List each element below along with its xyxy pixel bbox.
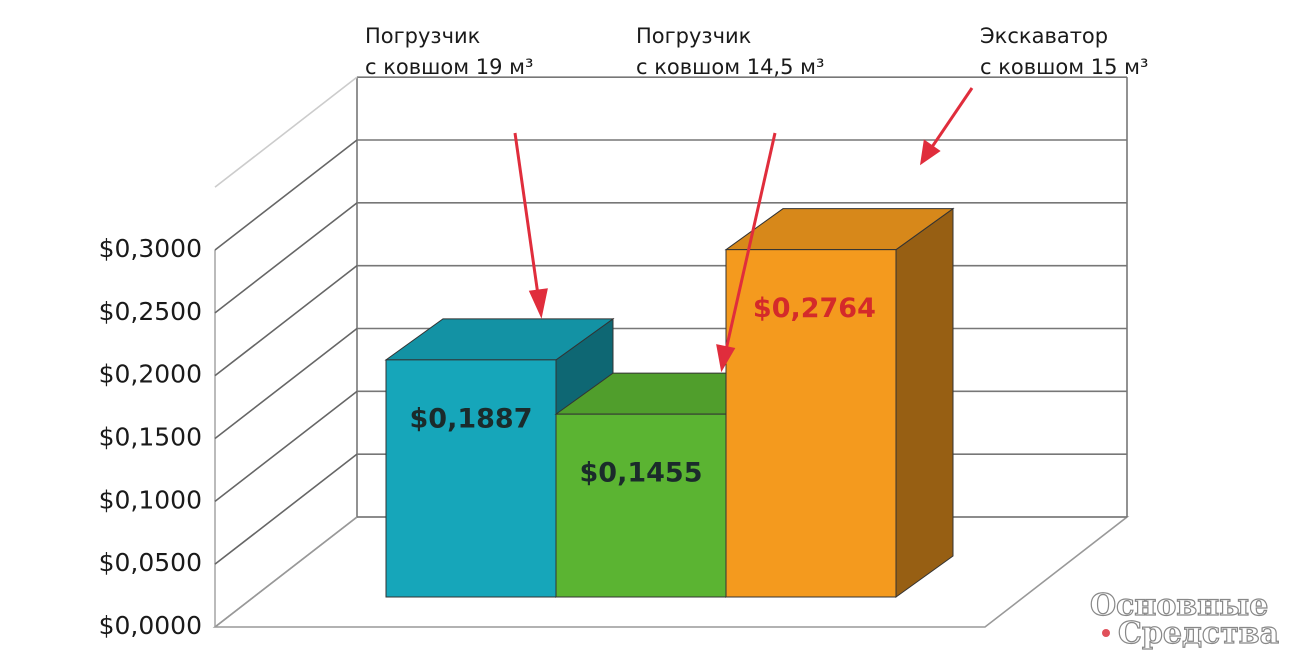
category-label: Погрузчик с ковшом 19 м³ xyxy=(365,24,533,79)
y-tick-label: $0,2000 xyxy=(99,360,202,389)
grid-line xyxy=(214,390,358,502)
arrows xyxy=(513,87,974,373)
arrow xyxy=(513,132,540,296)
watermark-dot xyxy=(1102,629,1110,637)
arrow xyxy=(930,87,974,148)
bar xyxy=(385,359,557,598)
arrow-head xyxy=(716,344,736,373)
watermark: Основные Средства xyxy=(1090,588,1279,651)
grid-line xyxy=(214,516,358,628)
grid-line xyxy=(214,265,358,377)
y-tick-label: $0,2500 xyxy=(99,297,202,326)
bar xyxy=(555,413,727,598)
arrow-head xyxy=(528,288,548,319)
y-tick-label: $0,1000 xyxy=(99,485,202,514)
value-label: $0,1887 xyxy=(410,403,533,434)
arrow-head xyxy=(920,139,941,166)
category-label: Погрузчик с ковшом 14,5 м³ xyxy=(636,24,824,79)
bar-side xyxy=(895,207,954,598)
grid-line xyxy=(214,453,358,565)
y-tick-label: $0,0000 xyxy=(99,611,202,640)
category-label: Экскаватор с ковшом 15 м³ xyxy=(980,24,1148,79)
y-tick-label: $0,3000 xyxy=(99,234,202,263)
y-tick-label: $0,0500 xyxy=(99,548,202,577)
bar xyxy=(725,249,897,598)
grid-line xyxy=(214,202,358,314)
side-wall-top xyxy=(214,76,358,188)
grid-line xyxy=(214,139,358,251)
arrow xyxy=(724,132,777,351)
value-label: $0,2764 xyxy=(753,293,876,324)
grid-line xyxy=(214,327,358,440)
y-tick-label: $0,1500 xyxy=(99,423,202,452)
value-label: $0,1455 xyxy=(580,458,703,489)
